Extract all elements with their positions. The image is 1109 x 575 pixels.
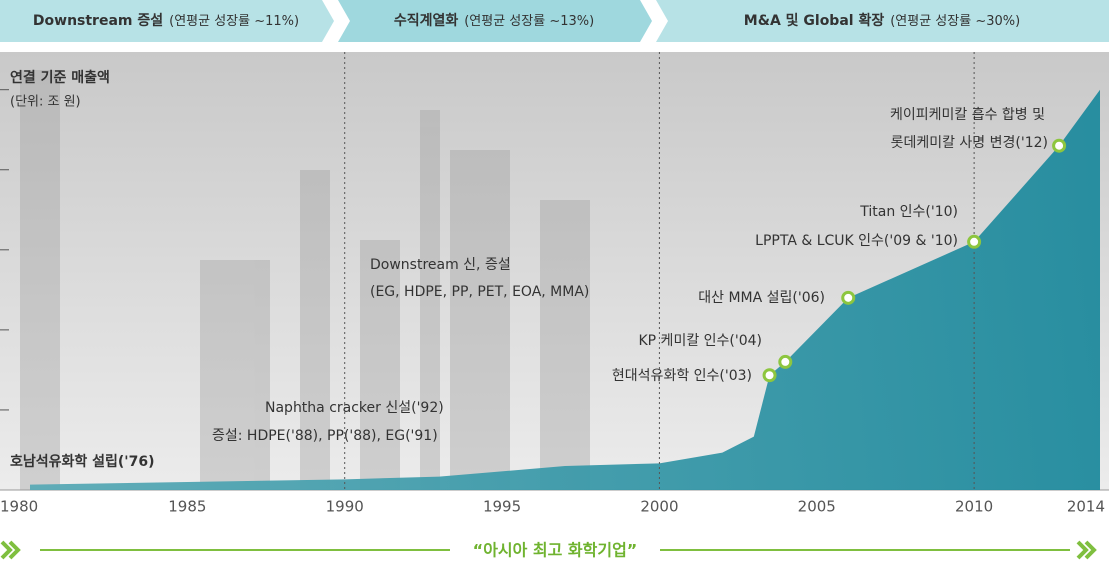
x-tick-label: 1985 [168, 498, 206, 516]
phase-title: Downstream 증설 [33, 13, 163, 29]
y-axis-unit: (단위: 조 원) [10, 95, 81, 110]
annotation: 증설: HDPE('88), PP('88), EG('91) [212, 428, 438, 444]
annotation: 호남석유화학 설립('76) [10, 453, 154, 470]
marker [1054, 140, 1065, 151]
phase-title: 수직계열화 [394, 12, 459, 29]
x-tick-label: 2014 [1067, 498, 1105, 516]
phase-label: 수직계열화 (연평균 성장률 ~13%) [394, 12, 594, 29]
phase-label: M&A 및 Global 확장 (연평균 성장률 ~30%) [744, 12, 1020, 29]
marker-label: 대산 MMA 설립('06) [698, 290, 825, 306]
marker [780, 356, 791, 367]
marker [764, 370, 775, 381]
marker [969, 236, 980, 247]
x-tick-label: 1980 [0, 498, 38, 516]
marker-label: 케이피케미칼 흡수 합병 및 [890, 107, 1045, 123]
marker-label: LPPTA & LCUK 인수('09 & '10) [755, 233, 958, 249]
phase-note: (연평균 성장률 ~13%) [464, 14, 594, 29]
y-axis-title: 연결 기준 매출액 [10, 69, 110, 86]
phase-note: (연평균 성장률 ~11%) [169, 14, 299, 29]
marker-label: KP 케미칼 인수('04) [638, 333, 762, 349]
x-tick-label: 2000 [640, 498, 678, 516]
annotation: Naphtha cracker 신설('92) [265, 400, 444, 416]
x-tick-label: 1995 [483, 498, 521, 516]
phase-title: M&A 및 Global 확장 [744, 12, 885, 29]
chart: 연결 기준 매출액 (단위: 조 원) “아시아 최고 화학기업” Downst… [0, 0, 1109, 571]
marker-label: Titan 인수('10) [859, 204, 958, 220]
x-tick-label: 2010 [955, 498, 993, 516]
marker-label: 현대석유화학 인수('03) [612, 368, 752, 384]
slogan: “아시아 최고 화학기업” [473, 541, 638, 560]
x-tick-label: 2005 [798, 498, 836, 516]
annotation: Downstream 신, 증설 [370, 257, 511, 273]
annotation: (EG, HDPE, PP, PET, EOA, MMA) [370, 284, 589, 300]
phase-note: (연평균 성장률 ~30%) [890, 14, 1020, 29]
marker-label: 롯데케미칼 사명 변경('12) [891, 135, 1048, 151]
marker [843, 292, 854, 303]
x-tick-label: 1990 [326, 498, 364, 516]
